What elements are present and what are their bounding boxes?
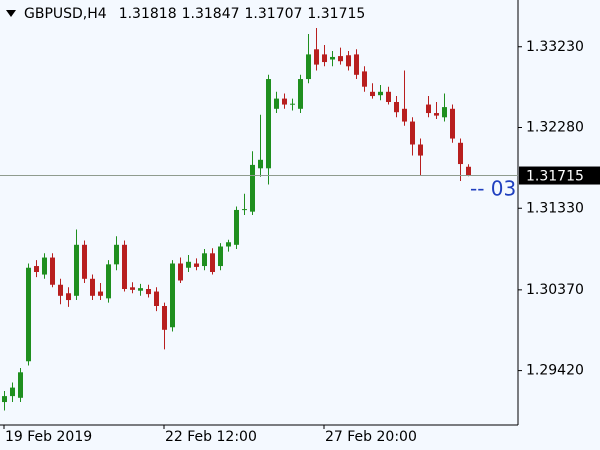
symbol: GBPUSD,H4 bbox=[24, 6, 107, 22]
y-tick-label: 1.29420 bbox=[526, 363, 584, 379]
candle-body bbox=[458, 142, 463, 165]
candle-body bbox=[58, 284, 63, 296]
y-tick-label: 1.32280 bbox=[526, 120, 584, 136]
candle-body bbox=[106, 264, 111, 299]
candle-body bbox=[34, 266, 39, 272]
candle-body bbox=[18, 372, 23, 398]
candle-body bbox=[338, 56, 343, 62]
candle-body bbox=[82, 244, 87, 279]
candle-body bbox=[346, 55, 351, 67]
candle-body bbox=[74, 244, 79, 296]
candle-body bbox=[10, 387, 15, 397]
header-low: 1.31707 bbox=[245, 6, 303, 22]
header-high: 1.31847 bbox=[182, 6, 240, 22]
candle-body bbox=[378, 91, 383, 96]
candle-body bbox=[426, 104, 431, 114]
candle-body bbox=[298, 79, 303, 109]
x-tick-label: 22 Feb 12:00 bbox=[165, 429, 257, 445]
candle-body bbox=[194, 263, 199, 267]
candle-body bbox=[314, 49, 319, 65]
candle-body bbox=[330, 56, 335, 60]
candle-body bbox=[402, 108, 407, 122]
price-label-box bbox=[519, 166, 600, 185]
candle-body bbox=[154, 291, 159, 306]
candle-body bbox=[258, 159, 263, 169]
y-tick-label: 1.33230 bbox=[526, 39, 584, 55]
candle-body bbox=[466, 166, 471, 176]
header-open: 1.31818 bbox=[119, 6, 177, 22]
menu-triangle bbox=[6, 10, 16, 17]
candle-body bbox=[186, 261, 191, 268]
header-close: 1.31715 bbox=[307, 6, 365, 22]
y-tick-label: 1.30370 bbox=[526, 282, 584, 298]
candle-body bbox=[146, 289, 151, 295]
candle-body bbox=[450, 108, 455, 139]
candle-body bbox=[210, 253, 215, 272]
candle-body bbox=[274, 98, 279, 109]
candle-body bbox=[202, 253, 207, 267]
candle-body bbox=[354, 54, 359, 75]
countdown: -- 03 bbox=[470, 177, 516, 201]
x-tick-label: 27 Feb 20:00 bbox=[325, 429, 417, 445]
candle-body bbox=[370, 91, 375, 97]
candle-body bbox=[50, 257, 55, 285]
price-label: 1.31715 bbox=[526, 169, 584, 185]
candle-body bbox=[90, 278, 95, 296]
candle-body bbox=[306, 54, 311, 80]
candle-body bbox=[98, 291, 103, 296]
candle-body bbox=[410, 121, 415, 145]
candle-body bbox=[170, 263, 175, 328]
overlay: GBPUSD,H4 1.31818 1.31847 1.31707 1.317151.… bbox=[3, 6, 600, 445]
candle-body bbox=[122, 244, 127, 289]
candle-body bbox=[418, 144, 423, 156]
y-tick-label: 1.31330 bbox=[526, 200, 584, 216]
candle-body bbox=[66, 293, 71, 301]
candle-body bbox=[178, 263, 183, 281]
candle-body bbox=[282, 98, 287, 105]
candle-body bbox=[26, 267, 31, 362]
x-tick-label: 19 Feb 2019 bbox=[5, 429, 92, 445]
candle-body bbox=[434, 113, 439, 116]
candle-body bbox=[442, 107, 447, 118]
candle-body bbox=[42, 257, 47, 275]
candle-body bbox=[242, 209, 247, 211]
candle-body bbox=[394, 102, 399, 113]
plot-area: -- 03 bbox=[0, 28, 518, 411]
candle-body bbox=[250, 164, 255, 212]
candle-body bbox=[322, 54, 327, 63]
candle-body bbox=[362, 71, 367, 87]
candle-body bbox=[234, 209, 239, 245]
candle-body bbox=[386, 91, 391, 102]
candle-body bbox=[218, 246, 223, 267]
candle-body bbox=[290, 103, 295, 105]
candle-body bbox=[226, 242, 231, 247]
candle-body bbox=[266, 79, 271, 169]
candle-body bbox=[138, 288, 143, 291]
candle-body bbox=[114, 244, 119, 265]
candle-body bbox=[162, 306, 167, 330]
candle-body bbox=[130, 287, 135, 290]
candle-body bbox=[2, 396, 7, 403]
